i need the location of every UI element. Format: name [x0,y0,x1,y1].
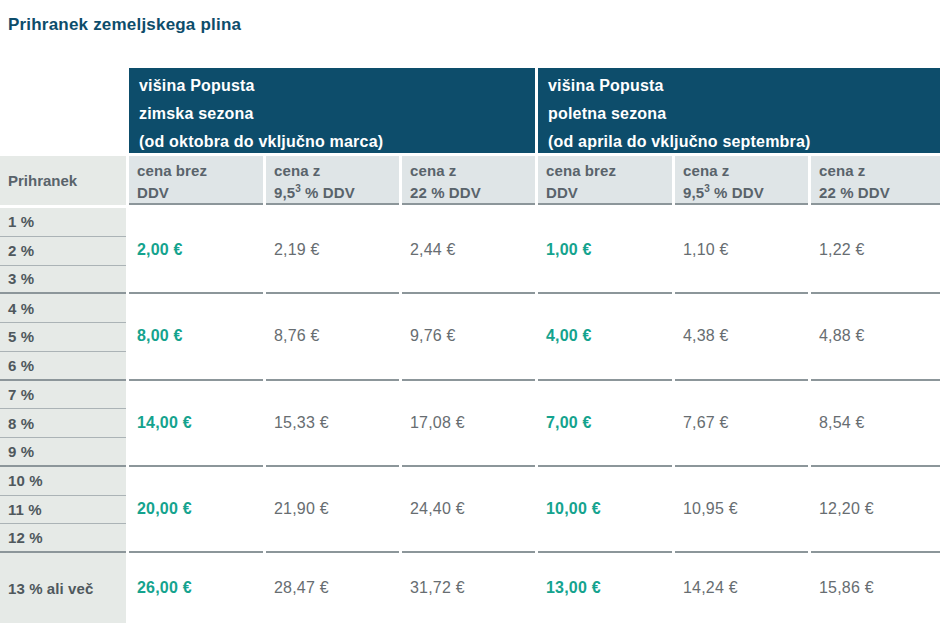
price-cell: 13,00 € [538,553,672,623]
price-cell: 4,88 € [811,294,940,380]
row-header-cell: Prihranek [0,156,126,205]
row-label: 8 % [0,409,126,438]
price-cell: 20,00 € [129,467,263,553]
price-cell: 8,76 € [266,294,399,380]
column-header-line2: 9,53 % DDV [274,182,399,204]
price-cell: 4,38 € [675,294,808,380]
price-cell: 9,76 € [402,294,535,380]
price-cell: 14,24 € [675,553,808,623]
price-cell: 1,22 € [811,208,940,294]
column-header-line1: cena z [410,160,535,182]
column-header-cell: cena z 22 % DDV [811,156,940,205]
price-cell: 26,00 € [129,553,263,623]
row-label: 1 % [0,208,126,237]
price-cell: 1,00 € [538,208,672,294]
column-header-line2: DDV [546,182,672,204]
price-cell: 28,47 € [266,553,399,623]
price-cell: 10,95 € [675,467,808,553]
row-label: 12 % [0,524,126,553]
price-cell: 1,10 € [675,208,808,294]
season-header-winter: višina Popusta zimska sezona (od oktobra… [129,68,535,153]
season-header-line3: (od aprila do vključno septembra) [548,128,940,156]
column-header-cell: cena z 9,53 % DDV [675,156,808,205]
column-header-line1: cena brez [546,160,672,182]
season-header-line2: poletna sezona [548,100,940,128]
title-bar: Prihranek zemeljskega plina [0,0,940,68]
price-cell: 2,19 € [266,208,399,294]
column-header-cell: cena brez DDV [129,156,263,205]
column-header-line1: cena brez [137,160,263,182]
price-cell: 2,44 € [402,208,535,294]
row-label: 11 % [0,496,126,525]
price-cell: 24,40 € [402,467,535,553]
price-cell: 2,00 € [129,208,263,294]
column-header-cell: cena brez DDV [538,156,672,205]
column-header-line2: 9,53 % DDV [683,182,808,204]
row-label: 13 % ali več [0,553,126,623]
season-header-line3: (od oktobra do vključno marca) [139,128,535,156]
price-cell: 31,72 € [402,553,535,623]
gas-savings-table: višina Popusta zimska sezona (od oktobra… [0,68,940,623]
column-header-cell: cena z 22 % DDV [402,156,535,205]
row-label: 10 % [0,467,126,496]
column-header-line2: 22 % DDV [410,182,535,204]
price-cell: 8,54 € [811,381,940,467]
row-label: 3 % [0,266,126,295]
price-cell: 4,00 € [538,294,672,380]
price-cell: 17,08 € [402,381,535,467]
row-label: 9 % [0,438,126,467]
row-label: 2 % [0,237,126,266]
column-header-line2: DDV [137,182,263,204]
season-header-line1: višina Popusta [139,72,535,100]
price-cell: 7,67 € [675,381,808,467]
row-label: 4 % [0,294,126,323]
price-cell: 14,00 € [129,381,263,467]
column-header-cell: cena z 9,53 % DDV [266,156,399,205]
price-cell: 12,20 € [811,467,940,553]
season-header-line2: zimska sezona [139,100,535,128]
row-label: 5 % [0,323,126,352]
column-header-line1: cena z [819,160,940,182]
price-cell: 21,90 € [266,467,399,553]
season-header-summer: višina Popusta poletna sezona (od aprila… [538,68,940,153]
row-label: 6 % [0,352,126,381]
price-cell: 15,86 € [811,553,940,623]
price-cell: 7,00 € [538,381,672,467]
page-title: Prihranek zemeljskega plina [8,15,241,34]
price-cell: 15,33 € [266,381,399,467]
column-header-line2: 22 % DDV [819,182,940,204]
season-header-line1: višina Popusta [548,72,940,100]
row-label: 7 % [0,381,126,410]
price-cell: 8,00 € [129,294,263,380]
column-header-line1: cena z [274,160,399,182]
price-cell: 10,00 € [538,467,672,553]
column-header-line1: cena z [683,160,808,182]
